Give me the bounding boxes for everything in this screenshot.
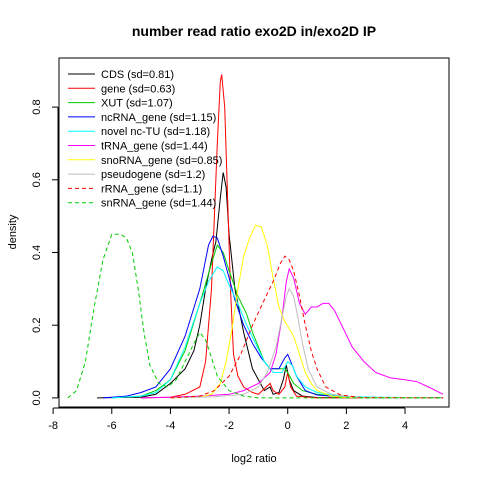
series-line-2 [111,244,444,399]
legend-label-0: CDS (sd=0.81) [101,69,174,81]
x-tick-label: 2 [343,420,349,432]
plot-frame [58,57,450,408]
series-line-5 [141,267,444,399]
legend-label-6: snoRNA_gene (sd=0.85) [101,155,222,167]
x-axis-label: log2 ratio [231,453,276,465]
y-tick-label: 0.2 [31,318,43,333]
y-tick-label: 0.4 [31,245,43,260]
series-line-3 [102,235,444,399]
x-tick-label: 4 [402,420,408,432]
x-tick-label: 0 [285,420,291,432]
y-tick-label: 0.8 [31,99,43,114]
series-line-7 [170,287,444,399]
legend-label-5: tRNA_gene (sd=1.44) [101,141,208,153]
legend-label-1: gene (sd=0.63) [101,83,175,95]
x-axis: -8 -6 -4 -2 0 2 4 [48,407,408,432]
legend-label-9: snRNA_gene (sd=1.44) [101,198,216,210]
legend-label-7: pseudogene (sd=1.2) [101,169,205,181]
x-tick-label: -6 [107,420,117,432]
y-tick-label: 0.6 [31,172,43,187]
legend-label-2: XUT (sd=1.07) [101,98,173,110]
series-layer [67,74,444,399]
series-line-9 [67,233,444,399]
y-tick-label: 0.0 [31,390,43,405]
y-axis-label: density [7,214,19,249]
series-line-6 [170,224,444,399]
x-tick-label: -2 [224,420,234,432]
series-line-1 [141,74,444,399]
x-tick-label: -4 [166,420,176,432]
series-line-4 [111,266,444,399]
x-tick-label: -8 [48,420,58,432]
legend-label-8: rRNA_gene (sd=1.1) [101,183,202,195]
chart-title: number read ratio exo2D in/exo2D IP [132,23,376,39]
legend: CDS (sd=0.81) gene (sd=0.63) XUT (sd=1.07)… [68,69,222,210]
legend-label-3: ncRNA_gene (sd=1.15) [101,112,216,124]
legend-label-4: novel nc-TU (sd=1.18) [101,126,210,138]
y-axis: 0.0 0.2 0.4 0.6 0.8 [31,99,59,406]
